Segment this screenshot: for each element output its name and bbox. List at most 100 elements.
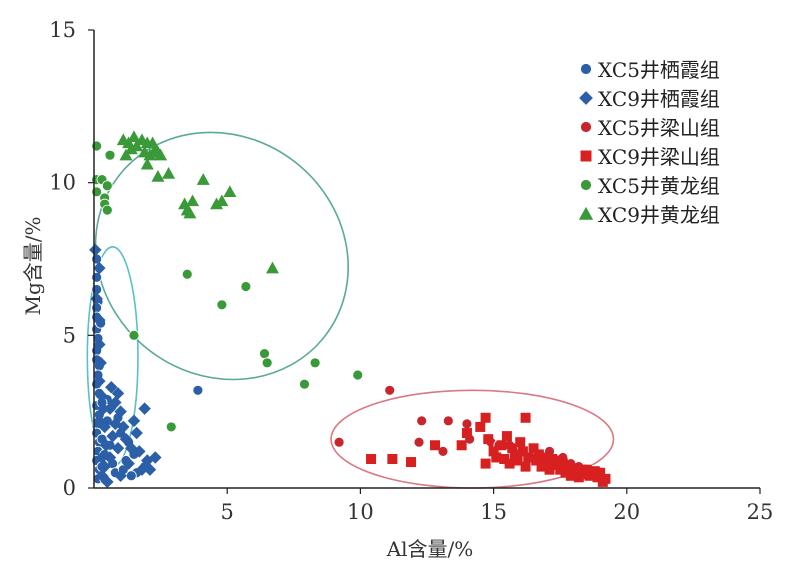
point-s3-48 <box>480 458 491 469</box>
point-s3-34 <box>565 470 576 481</box>
point-s3-10 <box>496 440 507 451</box>
point-s4-13 <box>261 357 273 369</box>
y-tick-label-2: 10 <box>49 171 76 195</box>
point-s1-8 <box>97 402 110 415</box>
x-tick-label-0: 5 <box>221 500 234 524</box>
point-s4-0 <box>91 140 103 152</box>
point-s1-20 <box>114 405 127 418</box>
point-s3-33 <box>563 461 574 472</box>
point-s1-24 <box>122 457 135 470</box>
point-s3-44 <box>595 467 606 478</box>
point-s3-13 <box>507 443 518 454</box>
point-s5-19 <box>196 173 210 185</box>
legend-marker-3 <box>580 150 592 162</box>
point-s5-23 <box>265 261 279 274</box>
legend-marker-0 <box>580 63 592 75</box>
plot-axes <box>93 30 760 489</box>
point-s5-13 <box>151 170 165 182</box>
point-s0-0 <box>91 253 103 265</box>
point-s3-12 <box>504 458 515 469</box>
point-s1-31 <box>143 463 157 476</box>
point-s4-14 <box>299 378 310 390</box>
legend-label-5: XC9井黄龙组 <box>598 203 720 227</box>
legend-label-2: XC5井梁山组 <box>598 116 720 140</box>
point-s2-6 <box>461 418 473 430</box>
point-s0-41 <box>192 384 204 396</box>
point-s3-5 <box>475 421 486 432</box>
point-s1-10 <box>98 420 111 434</box>
point-s1-3 <box>93 313 106 327</box>
point-s4-10 <box>216 299 228 311</box>
point-s3-46 <box>520 412 531 423</box>
point-s1-34 <box>101 475 114 489</box>
point-s3-7 <box>483 434 494 445</box>
point-s3-27 <box>547 453 558 464</box>
point-s5-18 <box>186 194 200 207</box>
point-s1-33 <box>114 469 127 483</box>
point-s3-40 <box>581 464 592 475</box>
point-s3-3 <box>429 440 440 451</box>
point-s1-0 <box>89 243 102 257</box>
point-s4-12 <box>259 348 270 360</box>
point-s5-14 <box>162 167 176 179</box>
point-s1-1 <box>93 261 106 275</box>
point-s4-11 <box>240 281 252 292</box>
point-s1-37 <box>109 396 122 409</box>
point-s1-28 <box>135 463 149 476</box>
point-s1-12 <box>95 451 109 464</box>
point-s5-1 <box>124 142 138 155</box>
point-s3-29 <box>552 455 563 466</box>
series-5 <box>116 130 279 274</box>
point-s4-15 <box>309 357 321 369</box>
cluster-ellipse-1 <box>94 131 349 381</box>
point-s5-12 <box>140 157 154 170</box>
point-s3-47 <box>501 431 512 442</box>
point-s3-0 <box>366 453 377 464</box>
point-s1-7 <box>95 390 109 403</box>
point-s1-21 <box>111 442 125 455</box>
legend-marker-5 <box>578 206 594 220</box>
point-s3-41 <box>584 470 595 481</box>
point-s1-29 <box>138 402 151 415</box>
point-s5-17 <box>183 206 197 219</box>
point-s5-21 <box>215 194 229 207</box>
point-s3-6 <box>480 412 491 423</box>
legend-label-3: XC9井梁山组 <box>598 145 720 169</box>
point-s2-4 <box>413 436 425 448</box>
legend: XC5井栖霞组 XC9井栖霞组 XC5井梁山组 XC9井梁山组 XC5井黄龙组 XC9井黄… <box>578 58 720 227</box>
x-tick-label-2: 15 <box>480 500 507 524</box>
point-s4-8 <box>104 149 116 161</box>
point-s3-15 <box>512 455 523 466</box>
point-s0-40 <box>125 470 137 482</box>
point-s5-22 <box>223 185 237 198</box>
point-s3-49 <box>456 440 467 451</box>
point-s1-13 <box>98 460 111 473</box>
point-s4-9 <box>181 268 193 280</box>
point-s5-11 <box>154 148 168 161</box>
point-s4-7 <box>101 204 113 216</box>
point-s1-22 <box>117 420 130 434</box>
y-tick-label-0: 0 <box>63 476 76 500</box>
point-s3-19 <box>523 452 534 463</box>
point-s1-32 <box>149 451 162 464</box>
point-s1-26 <box>130 426 143 440</box>
point-s3-8 <box>488 446 499 457</box>
point-s3-42 <box>589 466 600 477</box>
point-s2-1 <box>384 384 396 396</box>
y-tick-label-1: 5 <box>63 323 76 347</box>
point-s1-35 <box>125 442 138 455</box>
point-s3-25 <box>541 458 552 469</box>
point-s3-22 <box>533 449 544 460</box>
x-tick-label-1: 10 <box>347 500 374 524</box>
point-s3-4 <box>461 428 472 439</box>
point-s4-16 <box>352 369 364 381</box>
point-s1-25 <box>127 414 141 428</box>
point-s1-11 <box>99 439 113 452</box>
point-s2-5 <box>437 445 449 457</box>
point-s5-7 <box>143 148 157 161</box>
point-s3-1 <box>387 453 398 464</box>
point-s1-5 <box>94 356 107 370</box>
point-s1-19 <box>111 387 125 400</box>
point-s5-20 <box>210 197 224 210</box>
